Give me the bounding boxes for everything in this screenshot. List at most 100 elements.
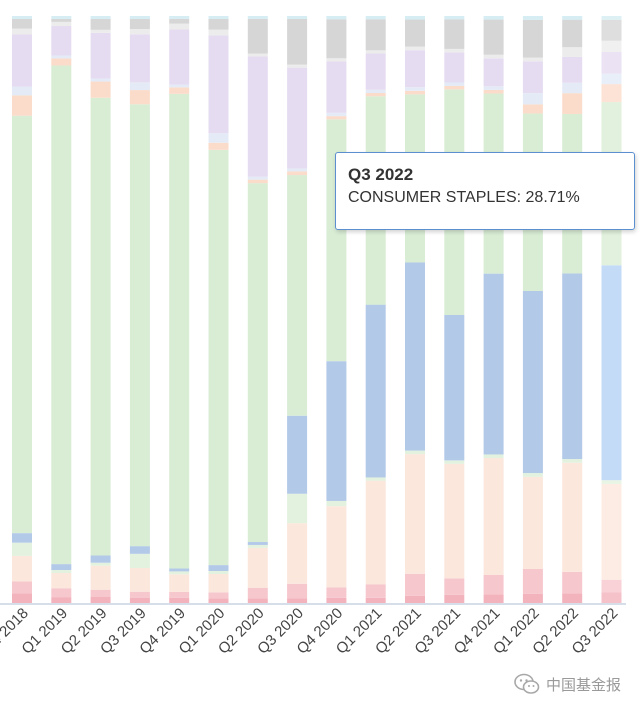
bar-segment[interactable]	[365, 89, 386, 94]
bar-segment[interactable]	[12, 533, 32, 543]
bar-segment[interactable]	[326, 597, 347, 603]
bar-segment[interactable]	[601, 73, 622, 85]
bar-segment[interactable]	[287, 168, 308, 172]
bar-segment[interactable]	[287, 171, 308, 176]
bar-segment[interactable]	[247, 16, 268, 19]
bar-segment[interactable]	[326, 116, 347, 120]
bar-segment[interactable]	[405, 454, 425, 574]
bar-segment[interactable]	[208, 16, 229, 19]
bar-segment[interactable]	[444, 82, 465, 86]
bar-segment[interactable]	[522, 93, 543, 105]
bar-segment[interactable]	[405, 595, 425, 603]
bar-segment[interactable]	[522, 104, 543, 114]
bar-segment[interactable]	[601, 483, 622, 580]
bar-segment[interactable]	[444, 85, 465, 90]
bar-segment[interactable]	[90, 78, 111, 82]
bar-segment[interactable]	[601, 265, 622, 481]
bar-segment[interactable]	[208, 142, 229, 150]
bar-segment[interactable]	[208, 133, 229, 143]
bar-segment[interactable]	[90, 97, 111, 556]
bar-segment[interactable]	[562, 459, 583, 463]
bar-segment[interactable]	[444, 19, 465, 49]
bar-segment[interactable]	[169, 29, 190, 85]
bar-segment[interactable]	[287, 64, 308, 68]
bar-segment[interactable]	[169, 574, 190, 592]
bar-segment[interactable]	[208, 565, 229, 572]
bar-segment[interactable]	[326, 500, 347, 507]
bar-segment[interactable]	[12, 95, 32, 116]
bar-segment[interactable]	[169, 18, 190, 24]
bar-segment[interactable]	[483, 454, 504, 459]
bar-segment[interactable]	[365, 597, 386, 603]
bar-segment[interactable]	[444, 594, 465, 603]
bar-segment[interactable]	[12, 555, 32, 582]
bar-segment[interactable]	[287, 583, 308, 599]
bar-segment[interactable]	[562, 571, 583, 594]
bar-segment[interactable]	[90, 562, 111, 566]
bar-segment[interactable]	[365, 477, 386, 481]
bar-segment[interactable]	[90, 32, 111, 79]
bar-segment[interactable]	[90, 555, 111, 563]
bar-segment[interactable]	[51, 65, 72, 565]
bar-segment[interactable]	[129, 16, 150, 19]
bar-segment[interactable]	[12, 34, 32, 87]
bar-segment[interactable]	[405, 46, 425, 51]
bar-segment[interactable]	[601, 579, 622, 593]
bar-segment[interactable]	[365, 50, 386, 54]
bar-segment[interactable]	[169, 591, 190, 598]
bar-segment[interactable]	[405, 90, 425, 95]
bar-segment[interactable]	[326, 19, 347, 59]
bar-segment[interactable]	[326, 587, 347, 598]
bar-segment[interactable]	[90, 565, 111, 590]
bar-segment[interactable]	[601, 16, 622, 20]
bar-segment[interactable]	[12, 86, 32, 96]
bar-segment[interactable]	[326, 61, 347, 113]
bar-segment[interactable]	[405, 19, 425, 47]
bar-segment[interactable]	[287, 16, 308, 19]
bar-segment[interactable]	[483, 575, 504, 595]
bar-segment[interactable]	[483, 594, 504, 603]
bar-segment[interactable]	[169, 23, 190, 30]
bar-segment[interactable]	[562, 16, 583, 20]
bar-segment[interactable]	[129, 568, 150, 592]
bar-segment[interactable]	[129, 591, 150, 598]
bar-segment[interactable]	[51, 18, 72, 22]
bar-segment[interactable]	[208, 592, 229, 599]
bar-segment[interactable]	[444, 48, 465, 53]
bar-segment[interactable]	[208, 29, 229, 36]
bar-segment[interactable]	[287, 598, 308, 603]
bar-segment[interactable]	[90, 16, 111, 20]
bar-segment[interactable]	[365, 93, 386, 97]
bar-segment[interactable]	[562, 19, 583, 48]
bar-segment[interactable]	[51, 26, 72, 56]
bar-segment[interactable]	[483, 89, 504, 94]
bar-segment[interactable]	[247, 176, 268, 180]
bar-segment[interactable]	[562, 462, 583, 572]
bar-segment[interactable]	[405, 450, 425, 455]
bar-segment[interactable]	[522, 593, 543, 603]
bar-segment[interactable]	[208, 598, 229, 603]
bar-segment[interactable]	[129, 34, 150, 83]
bar-segment[interactable]	[247, 547, 268, 588]
bar-segment[interactable]	[444, 52, 465, 83]
bar-segment[interactable]	[90, 596, 111, 603]
bar-segment[interactable]	[326, 361, 347, 501]
bar-segment[interactable]	[90, 81, 111, 98]
bar-segment[interactable]	[601, 84, 622, 103]
bar-segment[interactable]	[51, 588, 72, 598]
bar-segment[interactable]	[287, 67, 308, 169]
bar-segment[interactable]	[12, 593, 32, 603]
bar-segment[interactable]	[483, 458, 504, 576]
bar-segment[interactable]	[483, 54, 504, 59]
bar-segment[interactable]	[483, 19, 504, 55]
bar-segment[interactable]	[326, 506, 347, 588]
bar-segment[interactable]	[12, 115, 32, 534]
bar-segment[interactable]	[12, 16, 32, 19]
bar-segment[interactable]	[287, 523, 308, 584]
bar-segment[interactable]	[365, 53, 386, 90]
bar-segment[interactable]	[129, 104, 150, 547]
bar-segment[interactable]	[405, 573, 425, 596]
bar-segment[interactable]	[365, 304, 386, 478]
bar-segment[interactable]	[208, 149, 229, 566]
bar-segment[interactable]	[247, 183, 268, 543]
